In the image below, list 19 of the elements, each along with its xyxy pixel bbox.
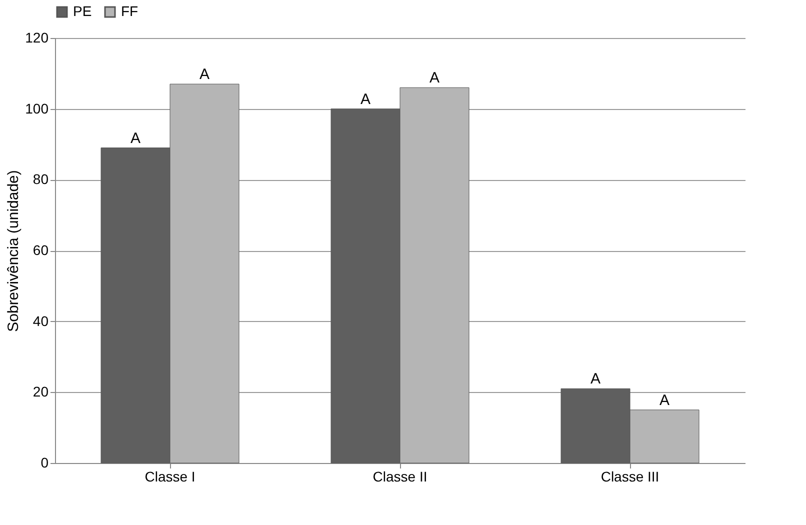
data-label: A [659,392,670,409]
y-tick-label: 100 [25,100,49,116]
y-tick-label: 120 [25,30,49,46]
legend-label: FF [121,3,138,19]
data-label: A [590,370,601,388]
data-label: A [199,66,210,84]
y-tick-label: 0 [40,454,49,470]
x-tick-label: Classe I [144,468,196,484]
y-tick-label: 40 [32,312,49,329]
data-label: A [130,130,141,147]
data-label: A [360,90,371,108]
y-tick-label: 20 [32,384,49,400]
data-label: A [429,70,440,87]
x-tick-label: Classe II [372,468,428,484]
y-tick-label: 80 [32,171,49,188]
legend-label: PE [73,3,92,19]
y-axis-title: Sobrevivência (unidade) [5,170,22,332]
y-tick-label: 60 [32,242,49,258]
x-tick-label: Classe III [600,468,660,484]
